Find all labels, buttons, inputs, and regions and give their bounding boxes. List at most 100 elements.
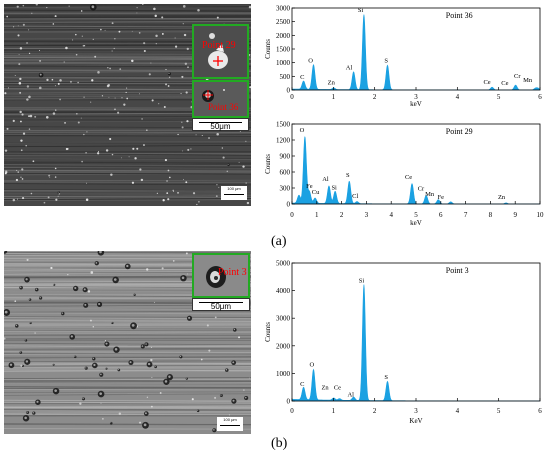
x-tick-label: 4 bbox=[456, 93, 460, 101]
y-tick-label: 2000 bbox=[276, 32, 291, 40]
panel-label-a: (a) bbox=[271, 234, 287, 249]
x-tick-label: 8 bbox=[489, 211, 493, 219]
spectrum-area bbox=[291, 284, 541, 402]
x-tick-label: 0 bbox=[290, 211, 294, 219]
peak-label: Mn bbox=[425, 191, 435, 198]
scale-bar-inset-b: 50μm bbox=[192, 298, 250, 311]
y-tick-label: 500 bbox=[280, 73, 291, 81]
x-tick-label: 0 bbox=[290, 93, 294, 101]
y-tick-label: 900 bbox=[280, 153, 291, 161]
x-tick-label: 1 bbox=[315, 211, 319, 219]
chart-title: Point 3 bbox=[446, 266, 469, 275]
x-tick-label: 3 bbox=[414, 93, 418, 101]
y-tick-label: 2500 bbox=[276, 18, 291, 26]
y-tick-label: 0 bbox=[287, 201, 291, 209]
peak-label: S bbox=[384, 374, 388, 381]
eds-spectrum-point-36: 0 500 1000 1500 2000 2500 3000 0 1 2 3 4 5 6 keV Counts… bbox=[264, 5, 542, 109]
y-axis-label: Counts bbox=[264, 39, 272, 59]
x-tick-label: 2 bbox=[373, 407, 377, 415]
x-tick-label: 3 bbox=[414, 407, 418, 415]
peak-label: C bbox=[300, 381, 304, 388]
inset-b-image bbox=[194, 255, 248, 296]
inset-top-image bbox=[194, 26, 247, 77]
panel-label-b: (b) bbox=[271, 436, 288, 451]
scale-bar-main-b-label: 100 μm bbox=[223, 417, 237, 422]
y-tick-label: 3000 bbox=[276, 315, 291, 323]
x-tick-label: 6 bbox=[538, 407, 542, 415]
x-axis-label: keV bbox=[410, 100, 422, 108]
peak-label: Cr bbox=[418, 186, 425, 193]
x-tick-label: 0 bbox=[290, 407, 294, 415]
y-tick-label: 4000 bbox=[276, 287, 291, 295]
peak-label: O bbox=[300, 127, 305, 134]
x-tick-label: 5 bbox=[497, 407, 501, 415]
peak-label: Fe bbox=[438, 194, 445, 201]
x-axis-label: keV bbox=[410, 219, 422, 227]
x-tick-label: 9 bbox=[513, 211, 517, 219]
sem-image-b: Point 3 50μm 100 μm bbox=[4, 251, 251, 434]
chart-title: Point 29 bbox=[446, 127, 473, 136]
inset-top-label: Point 29 bbox=[202, 40, 236, 51]
peak-label: Si bbox=[331, 185, 337, 192]
inset-bottom-image bbox=[194, 82, 247, 116]
x-axis-label: KeV bbox=[409, 417, 422, 425]
scale-bar-inset-a-label: 50μm bbox=[210, 122, 231, 131]
peak-label: Cr bbox=[514, 73, 521, 80]
y-tick-label: 1500 bbox=[276, 46, 291, 54]
inset-b: Point 3 bbox=[192, 253, 250, 298]
y-tick-label: 600 bbox=[280, 169, 291, 177]
peak-label: Zn bbox=[328, 80, 336, 87]
y-axis-label: Counts bbox=[264, 154, 272, 174]
scale-bar-inset-b-label: 50μm bbox=[210, 302, 232, 311]
y-tick-label: 1500 bbox=[276, 121, 291, 129]
inset-b-label: Point 3 bbox=[218, 267, 247, 278]
plot-frame bbox=[291, 7, 541, 91]
x-tick-label: 10 bbox=[537, 211, 545, 219]
peak-label: Zn bbox=[321, 384, 329, 391]
y-tick-label: 300 bbox=[280, 185, 291, 193]
x-tick-label: 2 bbox=[373, 93, 377, 101]
peak-label: Mn bbox=[523, 77, 533, 84]
x-tick-label: 5 bbox=[497, 93, 501, 101]
sem-image-a: Point 29 Point 36 50μm 100 μm bbox=[4, 4, 251, 206]
peak-label: Ce bbox=[483, 79, 490, 86]
y-axis-label: Counts bbox=[264, 322, 272, 342]
y-tick-label: 0 bbox=[287, 87, 291, 95]
peak-label: O bbox=[309, 362, 314, 369]
peak-label: S bbox=[384, 58, 388, 65]
peak-label: O bbox=[308, 58, 313, 65]
peak-label: Al bbox=[346, 65, 353, 72]
x-tick-label: 4 bbox=[389, 211, 393, 219]
y-tick-label: 1200 bbox=[276, 137, 291, 145]
scale-bar-main-b: 100 μm bbox=[217, 417, 243, 431]
sem-texture-b bbox=[4, 251, 251, 434]
inset-bottom-a: Point 36 bbox=[192, 80, 249, 118]
x-tick-label: 7 bbox=[464, 211, 468, 219]
x-tick-label: 4 bbox=[456, 407, 460, 415]
x-tick-label: 5 bbox=[414, 211, 418, 219]
x-tick-label: 3 bbox=[365, 211, 369, 219]
x-tick-label: 1 bbox=[332, 93, 336, 101]
inset-top-a: Point 29 bbox=[192, 24, 249, 79]
scale-bar-main-a-label: 100 μm bbox=[227, 186, 241, 191]
y-tick-label: 5000 bbox=[276, 260, 291, 268]
y-tick-label: 1000 bbox=[276, 370, 291, 378]
x-tick-label: 2 bbox=[340, 211, 344, 219]
peak-label: Si bbox=[358, 7, 364, 14]
x-tick-label: 6 bbox=[439, 211, 443, 219]
peak-label: Ce bbox=[405, 174, 412, 181]
x-tick-label: 1 bbox=[332, 407, 336, 415]
scale-bar-main-a: 100 μm bbox=[221, 186, 247, 200]
peak-label: Al bbox=[347, 391, 354, 398]
peak-label: Cu bbox=[312, 189, 320, 196]
peak-label: C bbox=[300, 74, 304, 81]
y-tick-label: 1000 bbox=[276, 59, 291, 67]
scale-bar-inset-a: 50μm bbox=[192, 118, 249, 131]
peak-label: S bbox=[346, 172, 350, 179]
eds-spectrum-point-3: 0 1000 2000 3000 4000 5000 0 1 2 3 4 5 6 KeV Counts Poi… bbox=[264, 260, 542, 426]
y-tick-label: 3000 bbox=[276, 5, 291, 13]
chart-title: Point 36 bbox=[446, 11, 473, 20]
peak-label: Fe bbox=[306, 183, 313, 190]
peak-label: Cl bbox=[352, 193, 358, 200]
y-tick-label: 0 bbox=[287, 398, 291, 406]
